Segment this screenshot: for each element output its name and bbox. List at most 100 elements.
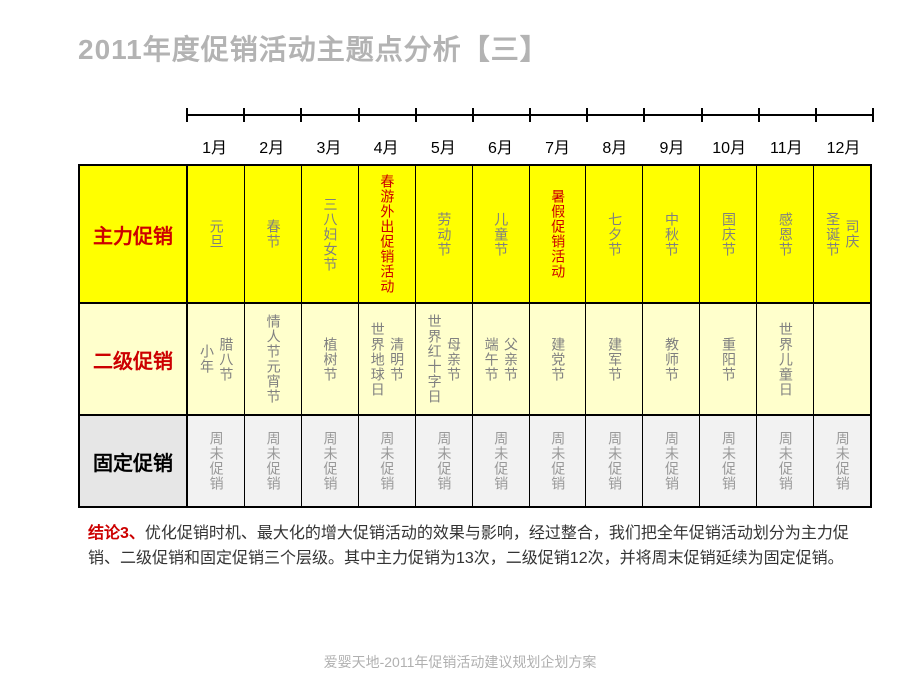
cell-text: 重阳节 xyxy=(721,337,736,382)
ruler-tick xyxy=(472,108,474,122)
cell-text: 清明节 xyxy=(389,337,404,382)
row-primary-label: 主力促销 xyxy=(80,166,188,302)
cell-text: 端午节 xyxy=(483,337,498,382)
month-label: 1月 xyxy=(186,134,243,164)
grid-cell: 七夕节 xyxy=(586,166,643,302)
month-label: 10月 xyxy=(701,134,758,164)
row-fixed: 固定促销 周未促销周未促销周未促销周未促销周未促销周未促销周未促销周未促销周未促… xyxy=(80,416,870,506)
page-title: 2011年度促销活动主题点分析【三】 xyxy=(78,28,872,68)
month-label: 12月 xyxy=(815,134,872,164)
timeline-ruler xyxy=(186,104,872,134)
row-secondary-body: 小年腊八节情人节元宵节植树节世界地球日清明节世界红十字日母亲节端午节父亲节建党节… xyxy=(188,304,870,414)
row-secondary-label: 二级促销 xyxy=(80,304,188,414)
grid-cell: 植树节 xyxy=(302,304,359,414)
grid-cell: 周未促销 xyxy=(586,416,643,506)
cell-text: 七夕节 xyxy=(607,212,622,257)
ruler-tick xyxy=(643,108,645,122)
grid-cell: 世界红十字日母亲节 xyxy=(416,304,473,414)
cell-text: 三八妇女节 xyxy=(322,197,337,272)
grid-cell: 周未促销 xyxy=(416,416,473,506)
grid-cell: 元旦 xyxy=(188,166,245,302)
grid-cell: 圣诞节司庆 xyxy=(814,166,870,302)
cell-text: 儿童节 xyxy=(493,212,508,257)
cell-text: 司庆 xyxy=(844,219,859,249)
ruler-tick xyxy=(358,108,360,122)
grid-cell: 建军节 xyxy=(586,304,643,414)
row-primary-body: 元旦春节 三八妇女节 春游外出促销活动 劳动节 儿童节 暑假促销活动 七夕节 中秋节 国庆节 感恩… xyxy=(188,166,870,302)
cell-text: 周未促销 xyxy=(379,431,394,491)
grid-cell: 中秋节 xyxy=(643,166,700,302)
grid-cell: 教师节 xyxy=(643,304,700,414)
ruler-tick xyxy=(701,108,703,122)
cell-text: 周未促销 xyxy=(834,431,849,491)
promo-grid: 主力促销 元旦春节 三八妇女节 春游外出促销活动 劳动节 儿童节 暑假促销活动 七夕节 中秋节… xyxy=(78,164,872,508)
month-label: 7月 xyxy=(529,134,586,164)
cell-text: 劳动节 xyxy=(436,212,451,257)
cell-text: 春游外出促销活动 xyxy=(379,174,394,294)
cell-text: 周未促销 xyxy=(721,431,736,491)
grid-cell: 重阳节 xyxy=(700,304,757,414)
grid-cell: 小年腊八节 xyxy=(188,304,245,414)
grid-cell: 三八妇女节 xyxy=(302,166,359,302)
ruler-tick xyxy=(586,108,588,122)
grid-cell: 暑假促销活动 xyxy=(530,166,587,302)
cell-text: 教师节 xyxy=(664,337,679,382)
grid-cell: 周未促销 xyxy=(473,416,530,506)
grid-cell: 儿童节 xyxy=(473,166,530,302)
cell-text: 周未促销 xyxy=(493,431,508,491)
grid-cell: 世界儿童日 xyxy=(757,304,814,414)
ruler-tick xyxy=(186,108,188,122)
grid-cell: 周未促销 xyxy=(530,416,587,506)
cell-text: 小年 xyxy=(199,344,214,374)
cell-text: 周未促销 xyxy=(322,431,337,491)
cell-text: 世界儿童日 xyxy=(777,322,792,397)
row-fixed-body: 周未促销 周未促销 周未促销 周未促销 周未促销 周未促销 周未促销 周未促销 周未促销 周未促销… xyxy=(188,416,870,506)
grid-cell: 国庆节 xyxy=(700,166,757,302)
month-label: 8月 xyxy=(586,134,643,164)
grid-cell: 春节 xyxy=(245,166,302,302)
grid-cell: 周未促销 xyxy=(643,416,700,506)
grid-cell: 周未促销 xyxy=(814,416,870,506)
month-label: 6月 xyxy=(472,134,529,164)
cell-text: 植树节 xyxy=(322,337,337,382)
cell-text: 情人节元宵节 xyxy=(265,314,280,404)
ruler-tick xyxy=(243,108,245,122)
conclusion-body: 优化促销时机、最大化的增大促销活动的效果与影响，经过整合，我们把全年促销活动划分… xyxy=(88,525,849,567)
cell-text: 世界地球日 xyxy=(369,322,384,397)
months-header: 1月2月3月4月5月6月7月8月9月10月11月12月 xyxy=(186,134,872,164)
cell-text: 世界红十字日 xyxy=(426,314,441,404)
conclusion-text: 结论3、优化促销时机、最大化的增大促销活动的效果与影响，经过整合，我们把全年促销… xyxy=(88,522,862,572)
grid-cell: 周未促销 xyxy=(700,416,757,506)
cell-text: 国庆节 xyxy=(721,212,736,257)
grid-cell: 情人节元宵节 xyxy=(245,304,302,414)
ruler-tick xyxy=(300,108,302,122)
row-secondary: 二级促销 小年腊八节情人节元宵节植树节世界地球日清明节世界红十字日母亲节端午节父… xyxy=(80,304,870,416)
cell-text: 周未促销 xyxy=(777,431,792,491)
cell-text: 感恩节 xyxy=(777,212,792,257)
cell-text: 腊八节 xyxy=(218,337,233,382)
conclusion-lead: 结论3、 xyxy=(88,525,145,542)
month-label: 5月 xyxy=(415,134,472,164)
cell-text: 周未促销 xyxy=(550,431,565,491)
grid-cell: 感恩节 xyxy=(757,166,814,302)
grid-cell xyxy=(814,304,870,414)
month-label: 4月 xyxy=(358,134,415,164)
grid-cell: 周未促销 xyxy=(757,416,814,506)
grid-cell: 春游外出促销活动 xyxy=(359,166,416,302)
ruler-tick xyxy=(529,108,531,122)
cell-text: 建军节 xyxy=(607,337,622,382)
grid-cell: 周未促销 xyxy=(188,416,245,506)
ruler-tick xyxy=(872,108,874,122)
slide-footer: 爱婴天地-2011年促销活动建议规划企划方案 xyxy=(0,652,920,672)
month-label: 3月 xyxy=(300,134,357,164)
cell-text: 元旦 xyxy=(208,219,223,249)
cell-text: 中秋节 xyxy=(664,212,679,257)
row-fixed-label: 固定促销 xyxy=(80,416,188,506)
cell-text: 建党节 xyxy=(550,337,565,382)
cell-text: 周未促销 xyxy=(436,431,451,491)
cell-text: 周未促销 xyxy=(664,431,679,491)
grid-cell: 端午节父亲节 xyxy=(473,304,530,414)
cell-text: 暑假促销活动 xyxy=(550,189,565,279)
ruler-tick xyxy=(415,108,417,122)
cell-text: 母亲节 xyxy=(446,337,461,382)
